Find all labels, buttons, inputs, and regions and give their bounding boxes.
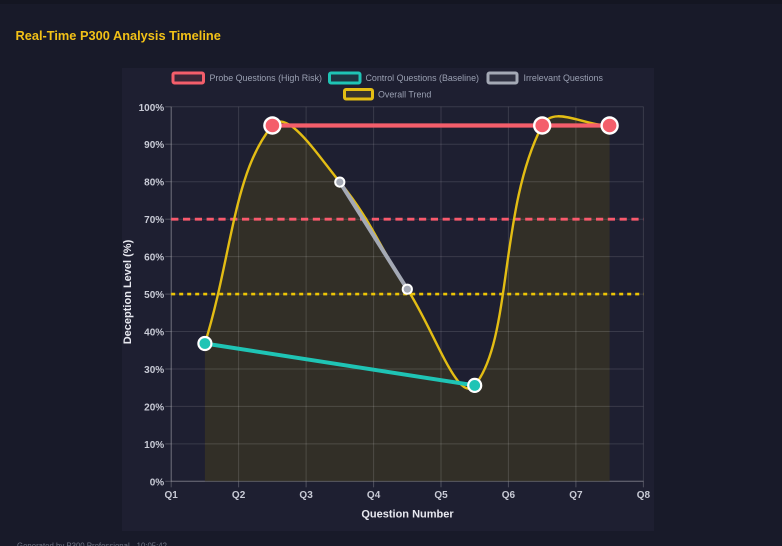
svg-text:80%: 80% <box>144 178 164 189</box>
svg-text:Control Questions (Baseline): Control Questions (Baseline) <box>366 73 479 83</box>
svg-text:Irrelevant Questions: Irrelevant Questions <box>524 73 604 83</box>
svg-text:50%: 50% <box>144 290 164 301</box>
svg-text:Probe Questions (High Risk): Probe Questions (High Risk) <box>210 73 323 83</box>
svg-text:0%: 0% <box>150 477 165 488</box>
svg-text:Real-Time P300 Analysis Timeli: Real-Time P300 Analysis Timeline <box>16 28 221 43</box>
svg-text:30%: 30% <box>144 365 164 376</box>
svg-text:60%: 60% <box>144 253 164 264</box>
svg-text:Q7: Q7 <box>569 490 583 501</box>
svg-text:100%: 100% <box>139 103 165 114</box>
svg-text:40%: 40% <box>144 328 164 339</box>
svg-text:Question Number: Question Number <box>361 509 454 521</box>
svg-text:Q8: Q8 <box>637 490 651 501</box>
svg-text:Q1: Q1 <box>165 490 179 501</box>
svg-text:Deception Level (%): Deception Level (%) <box>122 239 134 344</box>
svg-text:70%: 70% <box>144 215 164 226</box>
svg-text:20%: 20% <box>144 402 164 413</box>
svg-text:Overall Trend: Overall Trend <box>378 90 431 100</box>
svg-text:Q4: Q4 <box>367 490 381 501</box>
svg-text:Q5: Q5 <box>434 490 448 501</box>
svg-text:Q3: Q3 <box>299 490 313 501</box>
svg-text:Q6: Q6 <box>502 490 516 501</box>
svg-text:Q2: Q2 <box>232 490 246 501</box>
svg-text:Generated by P300 Professional: Generated by P300 Professional - 10:05:4… <box>17 542 167 546</box>
svg-text:10%: 10% <box>144 440 164 451</box>
svg-text:90%: 90% <box>144 140 164 151</box>
